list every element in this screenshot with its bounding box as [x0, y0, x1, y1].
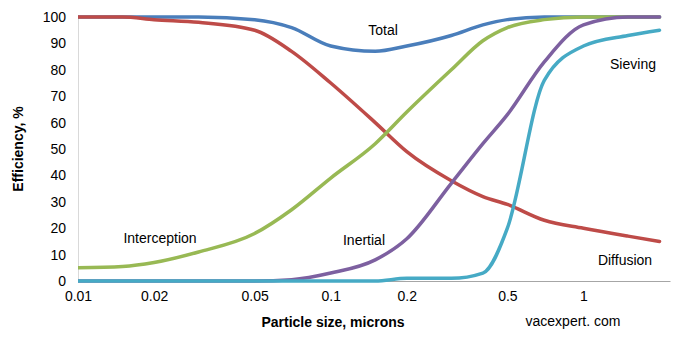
- chart: 0.010.020.050.10.20.51010203040506070809…: [0, 0, 692, 351]
- series-line: [78, 17, 660, 281]
- x-tick: 0.1: [321, 281, 341, 304]
- series-line: [78, 30, 660, 281]
- series-label: Sieving: [610, 56, 656, 72]
- y-tick: 60: [50, 115, 78, 131]
- y-tick: 20: [50, 220, 78, 236]
- series-label: Interception: [123, 230, 196, 246]
- x-tick: 0.01: [65, 281, 92, 304]
- x-tick: 0.5: [498, 281, 518, 304]
- x-tick-label: 0.2: [398, 288, 418, 304]
- x-tick-label: 0.01: [65, 288, 92, 304]
- x-tick-label: 0.05: [242, 288, 269, 304]
- x-tick-label: 0.02: [141, 288, 168, 304]
- y-tick-label: 60: [50, 115, 66, 131]
- y-tick: 30: [50, 194, 78, 210]
- y-tick-label: 70: [50, 88, 66, 104]
- y-tick: 80: [50, 62, 78, 78]
- series-line: [78, 17, 660, 51]
- x-axis-title: Particle size, microns: [261, 314, 404, 330]
- x-tick-label: 0.5: [498, 288, 518, 304]
- series-labels: Total Diffusion Interception Inertial Sievin…: [123, 22, 656, 268]
- y-tick-label: 80: [50, 62, 66, 78]
- y-axis-line: [78, 18, 79, 282]
- y-tick: 100: [43, 9, 78, 25]
- x-tick: 1: [580, 281, 588, 304]
- x-tick: 0.02: [141, 281, 168, 304]
- y-tick: 50: [50, 141, 78, 157]
- y-tick-label: 0: [58, 273, 66, 289]
- series-line: [78, 17, 660, 268]
- y-tick-label: 90: [50, 35, 66, 51]
- annotation: vacexpert. com: [526, 313, 621, 329]
- x-tick: 0.05: [242, 281, 269, 304]
- x-axis: 0.01 0.02 0.05 0.1 0.2 0.5 1: [65, 281, 671, 304]
- y-tick-label: 20: [50, 220, 66, 236]
- y-tick-label: 100: [43, 9, 67, 25]
- x-tick-label: 0.1: [321, 288, 341, 304]
- y-tick: 90: [50, 35, 78, 51]
- y-axis-title: Efficiency, %: [10, 106, 26, 192]
- y-tick-label: 30: [50, 194, 66, 210]
- plot-area: [78, 17, 660, 281]
- y-axis: 0 10 20 30 40 50 60 70 80 90 100: [43, 9, 79, 289]
- series-label: Inertial: [343, 232, 385, 248]
- series-label: Diffusion: [598, 252, 652, 268]
- series-label: Total: [368, 22, 398, 38]
- y-tick-label: 50: [50, 141, 66, 157]
- y-tick: 40: [50, 167, 78, 183]
- y-tick-label: 40: [50, 167, 66, 183]
- y-tick: 10: [50, 247, 78, 263]
- x-tick: 0.2: [398, 281, 418, 304]
- x-tick-label: 1: [580, 288, 588, 304]
- y-tick: 0: [58, 273, 78, 289]
- y-tick: 70: [50, 88, 78, 104]
- y-tick-label: 10: [50, 247, 66, 263]
